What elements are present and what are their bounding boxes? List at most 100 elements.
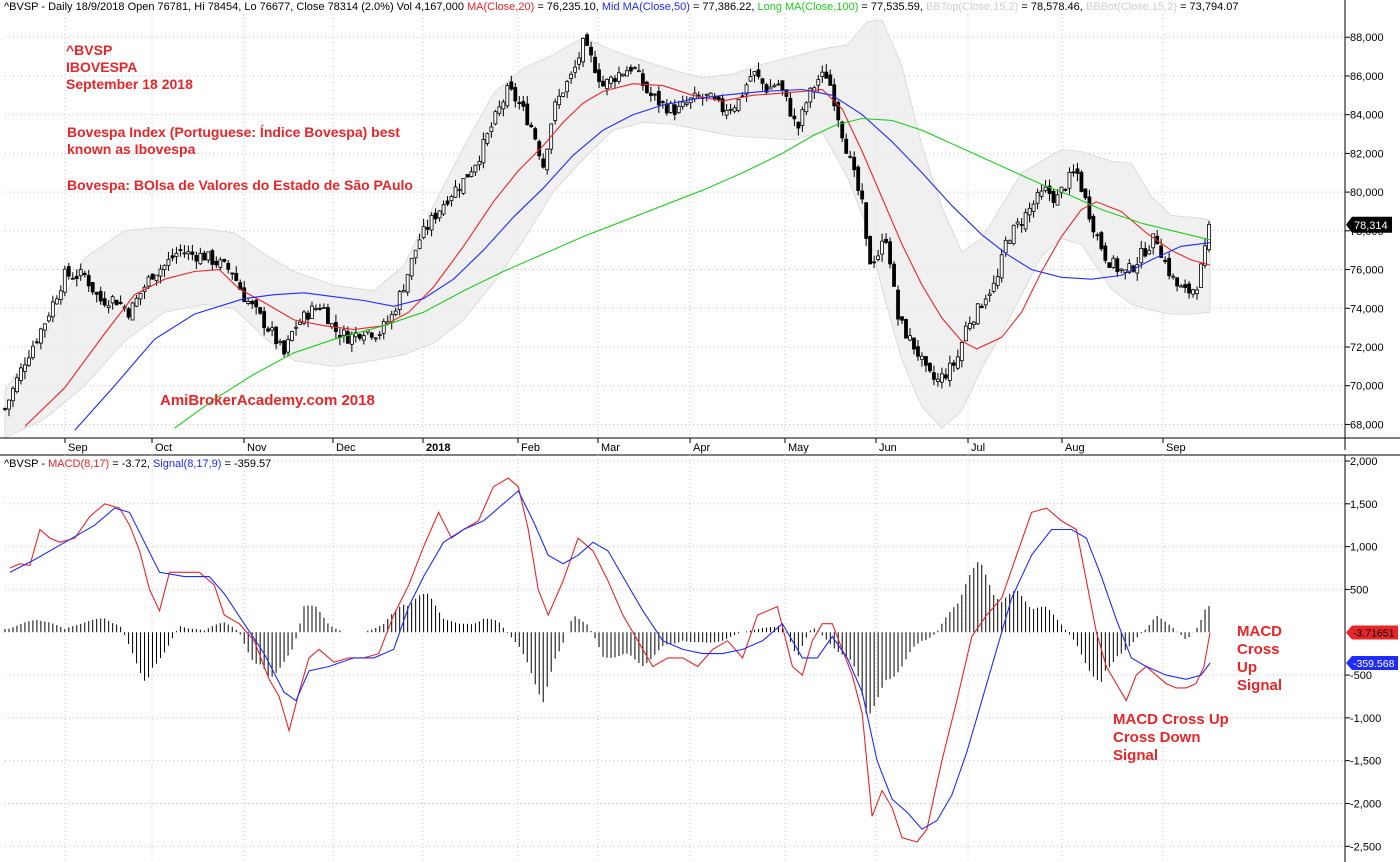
- candle-body: [943, 374, 948, 379]
- candle-body: [23, 364, 27, 372]
- candle-body: [561, 92, 566, 97]
- candle-body: [1019, 224, 1024, 226]
- candle-body: [90, 282, 95, 293]
- cross-up-line-3: Up: [1237, 659, 1257, 676]
- candle-body: [485, 133, 490, 144]
- price-tick-label: 86,000: [1350, 71, 1384, 83]
- cross-up-line-4: Signal: [1237, 677, 1283, 694]
- candle-body: [840, 121, 845, 139]
- macd-line: [9, 477, 1211, 843]
- cross-down-line-2: Cross Down: [1113, 729, 1201, 746]
- candle-body: [42, 323, 47, 331]
- macd-header: ^BVSP - MACD(8,17) = -3.72, Signal(8,17,…: [4, 458, 271, 470]
- candle-body: [425, 226, 430, 230]
- candle-body: [58, 290, 63, 300]
- candle-body: [441, 204, 446, 215]
- candle-body: [808, 87, 813, 103]
- candle-body: [373, 337, 378, 340]
- cross-up-line-1: MACD: [1237, 623, 1282, 640]
- candle-body: [780, 80, 785, 91]
- candle-body: [1091, 215, 1096, 233]
- symbol-label: ^BVSP: [66, 42, 113, 58]
- month-label: Mar: [601, 442, 620, 454]
- candle-body: [1127, 263, 1132, 273]
- candle-body: [736, 98, 741, 111]
- ma100-line: [174, 117, 1211, 429]
- candle-body: [633, 67, 637, 70]
- candle-body: [928, 362, 932, 372]
- signal-label: Signal(8,17,9): [152, 458, 222, 470]
- candle-body: [589, 46, 593, 56]
- candle-body: [66, 266, 71, 277]
- candle-body: [318, 307, 322, 310]
- candle-body: [1107, 262, 1112, 268]
- candle-body: [1099, 232, 1104, 250]
- candle-body: [888, 241, 892, 265]
- candle-body: [50, 301, 55, 318]
- candle-body: [748, 76, 753, 82]
- candle-body: [78, 269, 83, 277]
- candle-body: [421, 226, 426, 239]
- candle-body: [912, 337, 916, 350]
- candle-body: [860, 190, 865, 200]
- price-header: ^BVSP - Daily 18/9/2018 Open 76781, Hi 7…: [4, 1, 1238, 13]
- price-tick-label: 84,000: [1350, 110, 1384, 122]
- candle-body: [836, 101, 841, 121]
- candle-body: [908, 335, 912, 341]
- macd-tick-label: 500: [1350, 584, 1368, 596]
- candle-body: [716, 96, 721, 101]
- candle-body: [1195, 289, 1199, 294]
- description-1: Bovespa Index (Portuguese: Índice Bovesp…: [67, 124, 400, 140]
- candle-body: [1083, 188, 1088, 199]
- candle-body: [844, 138, 849, 154]
- candle-body: [892, 263, 896, 287]
- macd-tick-label: 1,500: [1350, 499, 1378, 511]
- candle-body: [704, 93, 709, 96]
- candle-body: [1035, 192, 1040, 204]
- candle-body: [1039, 190, 1044, 197]
- candle-body: [381, 321, 386, 334]
- candle-body: [872, 261, 877, 264]
- candle-body: [1147, 250, 1152, 255]
- macd-panel: -2,500 -2,000 -1,500 -1,000 -500 500 1,000 1,50…: [0, 454, 1400, 862]
- candle-body: [852, 156, 857, 171]
- candle-body: [1047, 185, 1052, 195]
- candle-body: [613, 78, 617, 82]
- candle-body: [461, 178, 466, 194]
- candle-body: [680, 101, 685, 107]
- candle-body: [1175, 277, 1180, 287]
- candle-body: [102, 298, 107, 306]
- cross-down-line-3: Signal: [1113, 747, 1159, 764]
- candle-body: [489, 126, 494, 132]
- candle-body: [828, 74, 833, 86]
- candle-body: [114, 299, 119, 306]
- macd-tick-label: -2,000: [1350, 798, 1381, 810]
- candle-body: [1075, 168, 1080, 174]
- price-tick-label: 82,000: [1350, 148, 1384, 160]
- month-label: Nov: [247, 442, 267, 454]
- candle-body: [194, 255, 199, 262]
- candle-body: [417, 239, 422, 250]
- candle-body: [469, 171, 474, 177]
- candle-body: [258, 307, 263, 314]
- candle-body: [724, 109, 729, 116]
- candle-body: [636, 70, 641, 73]
- candle-body: [62, 268, 67, 293]
- candle-body: [1067, 171, 1072, 189]
- cross-down-line-1: MACD Cross Up: [1113, 711, 1229, 728]
- candle-body: [118, 301, 123, 304]
- candle-body: [206, 251, 211, 261]
- candle-body: [437, 210, 442, 219]
- candle-body: [310, 305, 314, 319]
- candle-body: [497, 106, 502, 114]
- candle-body: [178, 249, 183, 251]
- bbbot-value: = 73,794.07: [1177, 1, 1239, 13]
- candle-body: [27, 357, 31, 366]
- signal-line: [9, 490, 1211, 830]
- ma50-line: [74, 88, 1211, 431]
- candle-body: [82, 272, 87, 276]
- candle-body: [254, 299, 259, 308]
- candle-body: [951, 362, 956, 366]
- candle-body: [242, 287, 247, 303]
